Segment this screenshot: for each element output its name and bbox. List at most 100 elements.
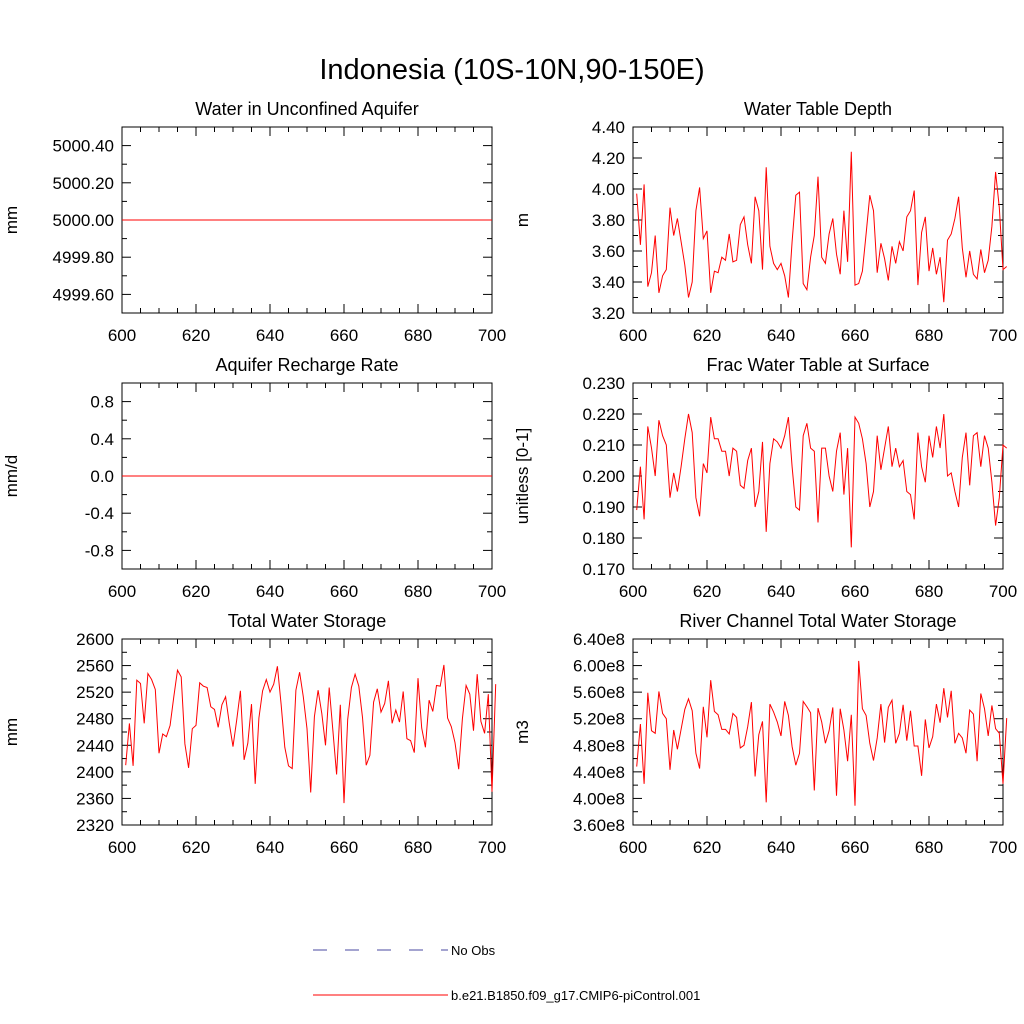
chart-title: Frac Water Table at Surface <box>706 355 929 375</box>
x-tick-label: 680 <box>915 582 943 601</box>
x-tick-label: 600 <box>619 582 647 601</box>
y-tick-label: 3.80 <box>592 211 625 230</box>
x-tick-label: 700 <box>989 326 1017 345</box>
y-axis-label: mm <box>2 206 21 234</box>
x-tick-label: 620 <box>693 838 721 857</box>
y-tick-label: 3.60 <box>592 242 625 261</box>
y-tick-label: 2320 <box>76 816 114 835</box>
chart-panel-1: Water in Unconfined Aquifer mm 600 620 640 66… <box>2 99 506 345</box>
x-tick-label: 620 <box>182 582 210 601</box>
y-tick-label: 6.40e8 <box>573 630 625 649</box>
x-tick-label: 600 <box>108 838 136 857</box>
y-axis-label: unitless [0-1] <box>513 428 532 524</box>
x-tick-label: 680 <box>404 582 432 601</box>
y-tick-label: 4.80e8 <box>573 736 625 755</box>
y-tick-label: 4999.60 <box>53 285 114 304</box>
y-tick-label: 5000.40 <box>53 137 114 156</box>
x-tick-label: 700 <box>478 582 506 601</box>
plot-frame <box>632 126 1004 314</box>
data-series-line <box>636 660 1008 806</box>
chart-panel-5: Total Water Storage mm 600 620 640 660 680 700 2… <box>2 611 506 857</box>
x-tick-label: 680 <box>915 326 943 345</box>
chart-panel-3: Aquifer Recharge Rate mm/d 600 620 640 660 680… <box>2 355 506 601</box>
chart-title: Water in Unconfined Aquifer <box>195 99 418 119</box>
x-tick-label: 660 <box>330 838 358 857</box>
chart-title: Water Table Depth <box>744 99 892 119</box>
plot-frame <box>632 638 1004 826</box>
chart-title: Aquifer Recharge Rate <box>215 355 398 375</box>
y-tick-label: -0.8 <box>85 541 114 560</box>
y-tick-label: 4.00 <box>592 180 625 199</box>
x-tick-label: 620 <box>693 582 721 601</box>
legend-obs-label: No Obs <box>451 943 496 958</box>
x-tick-label: 620 <box>182 326 210 345</box>
x-tick-label: 700 <box>989 582 1017 601</box>
x-tick-label: 640 <box>256 326 284 345</box>
x-tick-label: 700 <box>478 326 506 345</box>
y-tick-label: 0.200 <box>582 467 625 486</box>
y-tick-label: -0.4 <box>85 504 114 523</box>
y-tick-label: 4999.80 <box>53 248 114 267</box>
y-tick-label: 4.00e8 <box>573 789 625 808</box>
y-tick-label: 4.40e8 <box>573 763 625 782</box>
x-tick-label: 640 <box>256 582 284 601</box>
y-tick-label: 0.8 <box>90 393 114 412</box>
x-tick-label: 680 <box>404 326 432 345</box>
y-tick-label: 0.210 <box>582 436 625 455</box>
y-tick-label: 3.40 <box>592 273 625 292</box>
x-tick-label: 680 <box>915 838 943 857</box>
y-axis-label: m <box>513 213 532 227</box>
x-tick-label: 600 <box>108 326 136 345</box>
y-axis-label: m3 <box>513 720 532 744</box>
chart-title: River Channel Total Water Storage <box>679 611 956 631</box>
y-tick-label: 0.230 <box>582 374 625 393</box>
y-tick-label: 2520 <box>76 683 114 702</box>
x-tick-label: 660 <box>841 326 869 345</box>
y-tick-label: 2400 <box>76 763 114 782</box>
x-tick-label: 660 <box>841 838 869 857</box>
x-tick-label: 700 <box>989 838 1017 857</box>
x-tick-label: 680 <box>404 838 432 857</box>
data-series-line <box>636 413 1008 548</box>
x-tick-label: 620 <box>693 326 721 345</box>
x-tick-label: 660 <box>841 582 869 601</box>
x-tick-label: 640 <box>767 838 795 857</box>
figure-title: Indonesia (10S-10N,90-150E) <box>319 54 704 86</box>
y-tick-label: 3.20 <box>592 304 625 323</box>
legend: No Obs b.e21.B1850.f09_g17.CMIP6-piContr… <box>313 943 700 1003</box>
y-axis-label: mm <box>2 718 21 746</box>
y-tick-label: 2600 <box>76 630 114 649</box>
chart-panel-2: Water Table Depth m 600 620 640 660 680 700 3.20… <box>513 99 1017 345</box>
chart-panel-6: River Channel Total Water Storage m3 600 62… <box>513 611 1017 857</box>
x-tick-label: 640 <box>767 582 795 601</box>
x-tick-label: 660 <box>330 326 358 345</box>
chart-panel-4: Frac Water Table at Surface unitless [0-1… <box>513 355 1017 601</box>
x-tick-label: 600 <box>619 326 647 345</box>
legend-model-label: b.e21.B1850.f09_g17.CMIP6-piControl.001 <box>451 988 700 1003</box>
data-series-line <box>636 151 1008 303</box>
panels-container: Water in Unconfined Aquifer mm 600 620 640 66… <box>2 99 1017 857</box>
y-tick-label: 0.170 <box>582 560 625 579</box>
y-tick-label: 5000.20 <box>53 174 114 193</box>
y-tick-label: 3.60e8 <box>573 816 625 835</box>
x-tick-label: 700 <box>478 838 506 857</box>
y-tick-label: 4.20 <box>592 149 625 168</box>
y-tick-label: 0.190 <box>582 498 625 517</box>
y-tick-label: 2360 <box>76 789 114 808</box>
y-tick-label: 0.220 <box>582 405 625 424</box>
y-tick-label: 2560 <box>76 657 114 676</box>
y-tick-label: 0.4 <box>90 430 114 449</box>
x-tick-label: 620 <box>182 838 210 857</box>
y-tick-label: 5.20e8 <box>573 710 625 729</box>
x-tick-label: 640 <box>767 326 795 345</box>
y-tick-label: 2480 <box>76 710 114 729</box>
y-axis-label: mm/d <box>2 455 21 498</box>
y-tick-label: 4.40 <box>592 118 625 137</box>
y-tick-label: 0.0 <box>90 467 114 486</box>
y-tick-label: 2440 <box>76 736 114 755</box>
x-tick-label: 600 <box>619 838 647 857</box>
y-tick-label: 5.60e8 <box>573 683 625 702</box>
data-series-line <box>125 664 497 804</box>
y-tick-label: 6.00e8 <box>573 657 625 676</box>
